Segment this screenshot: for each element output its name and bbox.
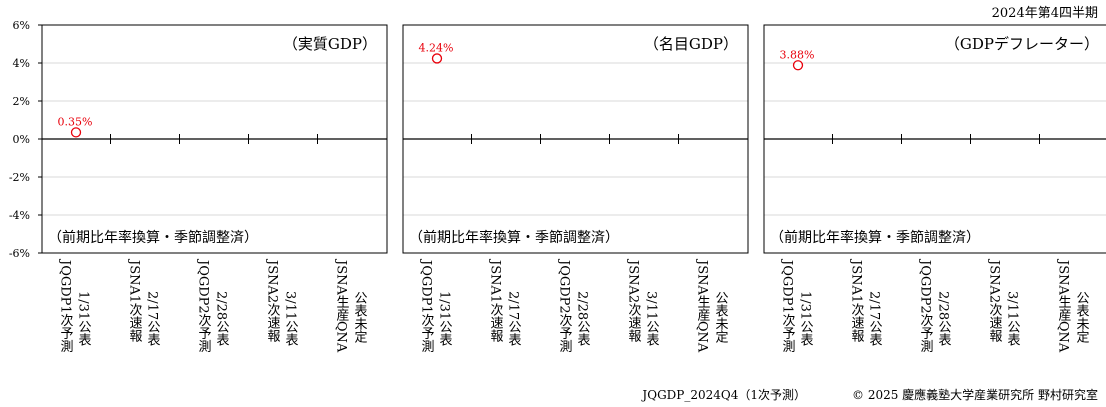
y-tick-label: 0%	[13, 133, 30, 146]
x-category-label-line1: 2/17公表	[506, 291, 522, 347]
x-category-label-line2: JSNA生産QNA	[695, 258, 711, 353]
footer-model: JQGDP_2024Q4（1次予測）	[642, 388, 806, 402]
x-category-label-line2: JQGDP2次予測	[557, 258, 573, 353]
x-category-label-line1: 1/31公表	[798, 291, 814, 347]
panel-note: （前期比年率換算・季節調整済）	[770, 229, 980, 246]
y-tick-label: 2%	[13, 95, 30, 108]
data-point	[792, 60, 804, 71]
x-category-label-line2: JQGDP1次予測	[419, 258, 435, 353]
x-category-label-line2: JSNA1次速報	[127, 258, 143, 343]
data-point	[431, 53, 443, 64]
panel-title: （名目GDP）	[644, 35, 738, 53]
panel-note: （前期比年率換算・季節調整済）	[48, 229, 258, 246]
data-label: 3.88%	[780, 48, 815, 61]
y-tick-label: 4%	[13, 57, 30, 70]
period-label: 2024年第4四半期	[991, 6, 1098, 21]
x-category-label-line1: 2/17公表	[145, 291, 161, 347]
y-tick-label: -2%	[9, 171, 30, 184]
x-category-label-line2: JSNA1次速報	[849, 258, 865, 343]
x-category-label-line1: 公表未定	[713, 291, 729, 344]
panel-title: （GDPデフレーター）	[945, 35, 1099, 53]
x-category-label-line2: JQGDP2次予測	[196, 258, 212, 353]
x-category-label-line1: 1/31公表	[76, 291, 92, 347]
x-category-label-line2: JQGDP2次予測	[918, 258, 934, 353]
x-category-label-line2: JSNA生産QNA	[334, 258, 350, 353]
x-category-label-line1: 2/28公表	[214, 291, 230, 347]
x-category-label-line2: JSNA2次速報	[626, 258, 642, 343]
panel-title: （実質GDP）	[283, 35, 377, 53]
x-category-label-line2: JSNA生産QNA	[1056, 258, 1072, 353]
x-category-label-line1: 公表未定	[1074, 291, 1090, 344]
data-label: 0.35%	[58, 115, 93, 128]
footer-copyright: © 2025 慶應義塾大学産業研究所 野村研究室	[852, 388, 1098, 402]
data-label: 4.24%	[419, 41, 454, 54]
data-point	[70, 127, 82, 138]
x-category-label-line1: 2/28公表	[575, 291, 591, 347]
panel-note: （前期比年率換算・季節調整済）	[409, 229, 619, 246]
x-category-label-line1: 3/11公表	[283, 291, 299, 347]
y-tick-label: 6%	[13, 19, 30, 32]
y-tick-label: -6%	[9, 247, 30, 260]
x-category-label-line2: JQGDP1次予測	[780, 258, 796, 353]
x-category-label-line1: 3/11公表	[1005, 291, 1021, 347]
x-category-label-line2: JSNA2次速報	[265, 258, 281, 343]
x-category-label-line1: 1/31公表	[437, 291, 453, 347]
x-category-label-line1: 3/11公表	[644, 291, 660, 347]
x-category-label-line2: JSNA2次速報	[987, 258, 1003, 343]
x-category-label-line1: 2/17公表	[867, 291, 883, 347]
x-category-label-line2: JQGDP1次予測	[58, 258, 74, 353]
x-category-label-line1: 2/28公表	[936, 291, 952, 347]
y-tick-label: -4%	[9, 209, 30, 222]
x-category-label-line1: 公表未定	[352, 291, 368, 344]
x-category-label-line2: JSNA1次速報	[488, 258, 504, 343]
